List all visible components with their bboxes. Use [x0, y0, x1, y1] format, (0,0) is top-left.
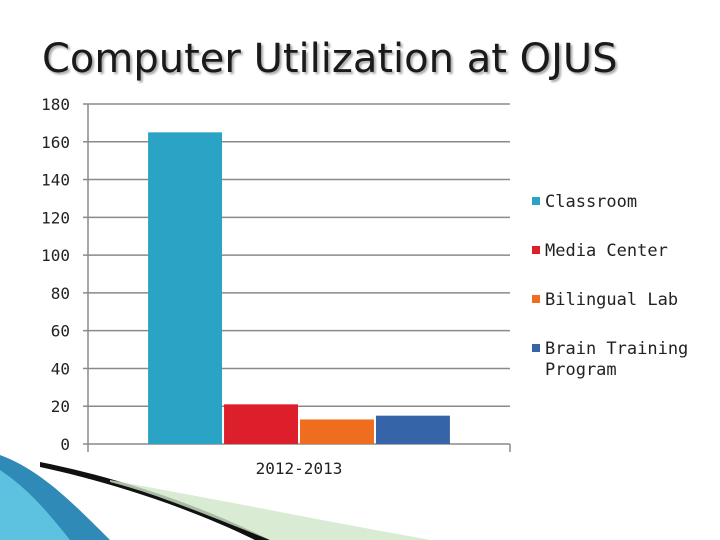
bars — [148, 132, 450, 445]
x-tick-label: 2012-2013 — [256, 459, 343, 478]
y-tick-label: 140 — [41, 171, 70, 190]
corner-swoosh-decoration — [0, 455, 430, 540]
legend-swatch — [532, 246, 540, 254]
legend-swatch — [532, 295, 540, 303]
legend: Classroom Media Center Bilingual Lab Brain … — [532, 192, 688, 380]
x-axis-ticks: 2012-2013 — [256, 459, 343, 478]
gridlines — [83, 103, 511, 452]
y-tick-label: 80 — [51, 284, 70, 303]
y-axis-ticks: 0 20 40 60 80 100 120 140 160 180 — [41, 95, 70, 454]
y-tick-label: 40 — [51, 359, 70, 378]
bar-brain-training-program — [375, 415, 450, 444]
y-tick-label: 160 — [41, 133, 70, 152]
legend-swatch — [532, 344, 540, 352]
y-tick-label: 100 — [41, 246, 70, 265]
bar-media-center — [224, 404, 298, 444]
legend-label: Brain Training Program — [545, 339, 688, 380]
y-tick-label: 60 — [51, 322, 70, 341]
legend-label: Media Center — [545, 241, 668, 261]
y-tick-label: 20 — [51, 397, 70, 416]
y-tick-label: 120 — [41, 208, 70, 227]
y-tick-label: 180 — [41, 95, 70, 114]
legend-swatch — [532, 197, 540, 205]
bar-bilingual-lab — [300, 419, 374, 444]
legend-label: Bilingual Lab — [545, 290, 678, 310]
y-tick-label: 0 — [60, 435, 70, 454]
bar-classroom — [148, 132, 223, 445]
legend-label: Classroom — [545, 192, 637, 212]
slide-title: Computer Utilization at OJUS — [42, 36, 618, 82]
